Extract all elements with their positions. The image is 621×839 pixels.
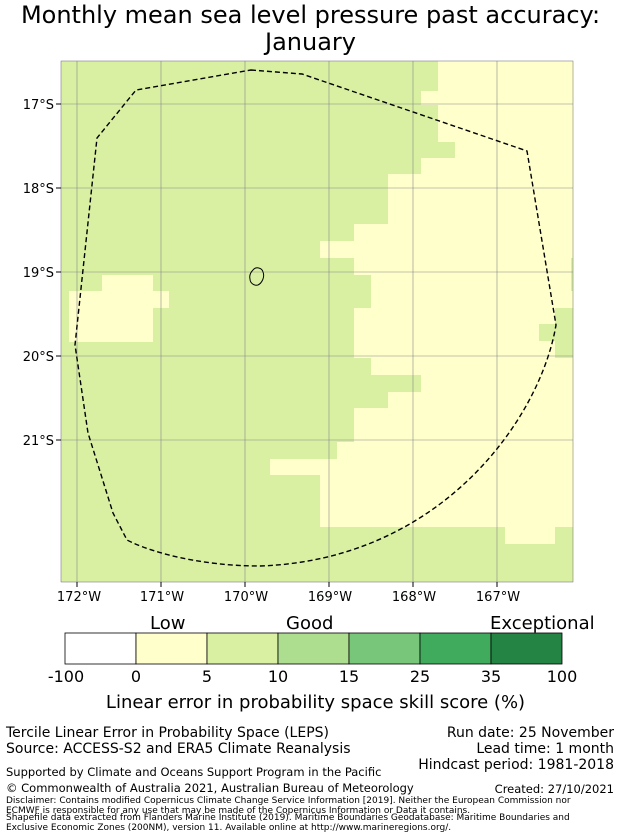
map-title-line1: Monthly mean sea level pressure past acc…: [20, 1, 601, 29]
x-axis-label: 168°W: [392, 590, 436, 605]
y-axis-label: 18°S: [23, 182, 54, 197]
support-text: Supported by Climate and Oceans Support …: [6, 765, 382, 779]
x-ticks: [76, 582, 498, 587]
low-region: [354, 308, 573, 358]
lead-time-text: Lead time: 1 month: [476, 741, 614, 757]
colorbar-tick: 100: [546, 667, 578, 686]
disclaimer-shapefile: Shapefile data extracted from Flanders M…: [6, 813, 570, 833]
good-patch: [555, 341, 573, 358]
colorbar-bin: [135, 632, 208, 665]
colorbar-tick: 10: [267, 667, 289, 686]
island-outline: [249, 267, 265, 286]
colorbar-tick: -100: [47, 667, 85, 686]
low-region: [388, 174, 573, 224]
colorbar-category-good: Good: [286, 613, 334, 634]
low-region: [354, 258, 573, 275]
disclaimer-copernicus: Disclaimer: Contains modified Copernicus…: [6, 796, 571, 816]
low-skill-regions: [69, 61, 573, 544]
low-region: [438, 61, 573, 91]
x-axis-label: 169°W: [308, 590, 352, 605]
x-axis-label: 167°W: [476, 590, 520, 605]
low-region: [69, 308, 153, 342]
good-patch: [571, 258, 573, 291]
colorbar-tick: 35: [480, 667, 502, 686]
low-region: [354, 224, 573, 241]
y-axis-label: 20°S: [23, 350, 54, 365]
colorbar-tick: 5: [201, 667, 213, 686]
x-axis-label: 172°W: [57, 590, 101, 605]
low-region: [69, 291, 169, 308]
low-region: [320, 241, 573, 258]
source-text: Source: ACCESS-S2 and ERA5 Climate Reana…: [6, 741, 351, 757]
colorbar-category-exceptional: Exceptional: [490, 613, 595, 634]
low-region: [337, 442, 573, 459]
low-region: [388, 392, 573, 408]
eez-boundary: [74, 69, 557, 567]
colorbar-tick: 25: [409, 667, 431, 686]
copyright-text: © Commonwealth of Australia 2021, Austra…: [6, 781, 414, 795]
colorbar-category-low: Low: [150, 613, 186, 634]
colorbar-label: Linear error in probability space skill …: [105, 692, 526, 713]
colorbar: [64, 632, 563, 665]
colorbar-tick: 0: [130, 667, 142, 686]
x-axis-label: 171°W: [140, 590, 184, 605]
good-skill-patches: [539, 258, 573, 358]
low-region: [320, 475, 573, 527]
y-axis-label: 21°S: [23, 434, 54, 449]
colorbar-bin: [277, 632, 350, 665]
run-date-text: Run date: 25 November: [446, 725, 614, 741]
good-patch: [539, 324, 573, 341]
y-axis-label: 17°S: [23, 98, 54, 113]
colorbar-bin: [348, 632, 421, 665]
method-text: Tercile Linear Error in Probability Spac…: [6, 725, 329, 741]
map-frame: [60, 60, 574, 583]
low-region: [270, 459, 573, 475]
colorbar-bin: [64, 632, 137, 665]
hindcast-text: Hindcast period: 1981-2018: [418, 757, 614, 773]
x-axis-label: 170°W: [224, 590, 268, 605]
low-region: [371, 358, 573, 375]
low-region: [102, 275, 153, 291]
colorbar-bin: [419, 632, 492, 665]
colorbar-tick: 15: [338, 667, 360, 686]
good-patch: [555, 308, 573, 324]
colorbar-bin: [490, 632, 563, 665]
low-region: [505, 527, 555, 544]
low-region: [354, 408, 573, 442]
colorbar-bin: [206, 632, 279, 665]
low-region: [438, 105, 573, 142]
map-gridlines: [61, 61, 573, 582]
low-region: [455, 142, 573, 158]
low-region: [371, 275, 573, 308]
y-axis-label: 19°S: [23, 266, 54, 281]
y-ticks: [56, 103, 61, 441]
created-text: Created: 27/10/2021: [494, 782, 614, 796]
map-title-line2: January: [265, 28, 356, 56]
